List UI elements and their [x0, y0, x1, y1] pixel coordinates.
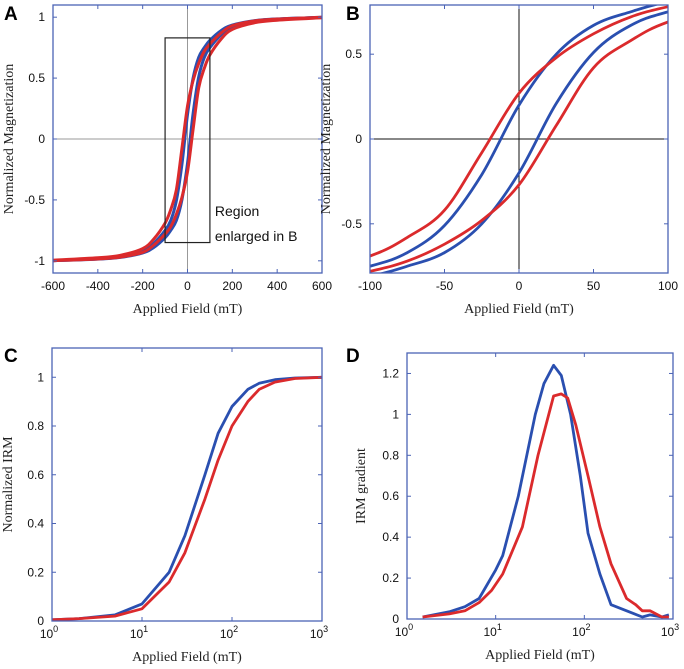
y-tick-label: 0.6: [27, 468, 44, 482]
panel-label: C: [4, 346, 18, 367]
x-axis-label: Applied Field (mT): [464, 302, 574, 317]
x-tick-exponent: 3: [674, 622, 679, 632]
x-tick-base: 10: [395, 625, 409, 639]
y-tick-label: -1: [34, 254, 45, 268]
x-tick-base: 10: [572, 625, 586, 639]
x-tick-label: 100: [658, 279, 678, 293]
series-line-red-lower: [370, 20, 668, 273]
series-group: [53, 15, 322, 263]
x-tick-exponent: 0: [53, 624, 58, 634]
y-tick-label: 1.2: [382, 366, 399, 380]
x-tick-exponent: 2: [233, 624, 238, 634]
series-line-red-lower: [53, 16, 322, 263]
x-tick-exponent: 1: [143, 624, 148, 634]
series-line-blue: [52, 375, 322, 621]
region-box: [164, 37, 211, 244]
x-tick-label: 103: [310, 624, 328, 641]
plot-frame: [406, 352, 674, 620]
x-tick-label: 100: [40, 624, 58, 641]
panel-label: B: [346, 4, 360, 25]
y-tick-label: 1: [37, 370, 44, 384]
panel-label: D: [346, 346, 360, 367]
x-tick-label: 600: [312, 279, 332, 293]
y-tick-label: -0.5: [341, 217, 362, 231]
series-group: [422, 363, 670, 619]
series-line-blue: [422, 363, 670, 619]
y-tick-label: -0.5: [24, 193, 45, 207]
x-tick-label: 0: [184, 279, 191, 293]
x-tick-label: 100: [395, 622, 413, 639]
y-tick-label: 1: [38, 10, 45, 24]
x-tick-label: -600: [41, 279, 65, 293]
x-tick-label: -400: [86, 279, 110, 293]
x-axis-label: Applied Field (mT): [132, 650, 242, 665]
x-tick-label: 400: [267, 279, 287, 293]
panel-a: -600 -400 -200 0 200 400 600 -1 -0.5 0 0.5 1 Applied…: [2, 4, 332, 317]
x-tick-exponent: 3: [323, 624, 328, 634]
y-tick-label: 0.5: [345, 47, 362, 61]
y-axis-label: Normalized Magnetization: [319, 64, 334, 214]
x-axis-label: Applied Field (mT): [133, 302, 243, 317]
x-tick-base: 10: [661, 625, 675, 639]
x-tick-label: 50: [587, 279, 601, 293]
y-tick-label: 0: [392, 612, 399, 626]
series-line-red: [52, 375, 322, 621]
x-tick-base: 10: [220, 627, 234, 641]
x-tick-label: 200: [222, 279, 242, 293]
x-tick-exponent: 1: [497, 622, 502, 632]
y-axis-label: Normalized Magnetization: [2, 64, 17, 214]
plot-frame: [51, 347, 323, 622]
series-line-blue-upper: [370, 5, 660, 268]
x-tick-base: 10: [310, 627, 324, 641]
x-tick-base: 10: [130, 627, 144, 641]
y-tick-label: 0: [355, 132, 362, 146]
y-tick-label: 1: [392, 407, 399, 421]
x-tick-label: 0: [516, 279, 523, 293]
panel-label: A: [4, 4, 18, 25]
series-line-red-upper: [53, 15, 322, 262]
x-tick-label: -50: [436, 279, 454, 293]
annotation-line: Region: [215, 203, 259, 219]
y-tick-label: 0.8: [382, 448, 399, 462]
x-tick-exponent: 2: [586, 622, 591, 632]
panel-b: -100 -50 0 50 100 -0.5 0 0.5 Applied Field (mT) N…: [319, 4, 678, 317]
series-line-red: [422, 392, 669, 619]
annotation-line: enlarged in B: [215, 228, 298, 244]
y-tick-label: 0: [37, 614, 44, 628]
x-tick-label: 103: [661, 622, 679, 639]
x-tick-label: 102: [572, 622, 590, 639]
x-tick-label: 101: [130, 624, 148, 641]
x-tick-base: 10: [40, 627, 54, 641]
y-tick-label: 0.2: [27, 565, 44, 579]
y-tick-label: 0.4: [27, 517, 44, 531]
series-group: [370, 5, 668, 273]
y-axis-label: IRM gradient: [354, 448, 369, 524]
x-tick-base: 10: [483, 625, 497, 639]
y-tick-label: 0: [38, 132, 45, 146]
x-tick-label: 101: [483, 622, 501, 639]
y-tick-label: 0.2: [382, 571, 399, 585]
y-tick-label: 0.8: [27, 419, 44, 433]
x-tick-label: 102: [220, 624, 238, 641]
series-line-red-upper: [370, 5, 668, 258]
series-line-blue-lower: [378, 10, 668, 273]
y-axis-label: Normalized IRM: [1, 436, 16, 533]
x-tick-label: -100: [358, 279, 382, 293]
y-tick-label: 0.5: [28, 71, 45, 85]
x-axis-label: Applied Field (mT): [485, 648, 595, 663]
x-tick-exponent: 0: [408, 622, 413, 632]
y-tick-label: 0.6: [382, 489, 399, 503]
x-tick-label: -200: [131, 279, 155, 293]
series-group: [52, 375, 322, 621]
y-tick-label: 0.4: [382, 530, 399, 544]
